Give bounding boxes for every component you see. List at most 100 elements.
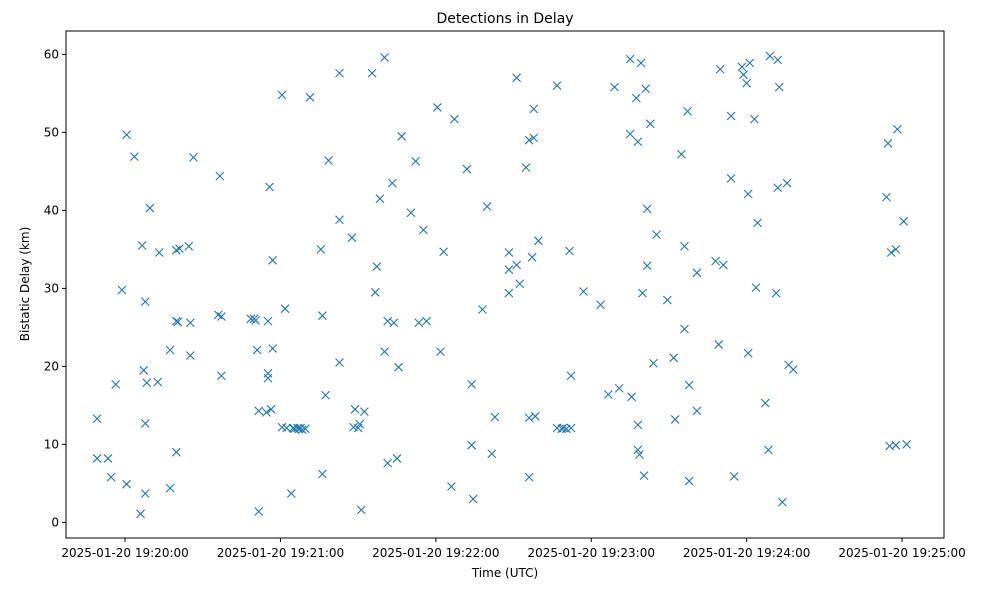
data-point-77 <box>370 287 380 297</box>
data-point-113 <box>521 163 531 172</box>
data-point-104 <box>482 202 492 211</box>
data-point-88 <box>397 131 407 141</box>
data-point-94 <box>433 103 442 112</box>
data-point-91 <box>414 318 424 328</box>
data-point-171 <box>739 70 748 80</box>
data-point-32 <box>217 312 226 321</box>
data-point-87 <box>394 362 403 372</box>
data-point-135 <box>625 54 635 64</box>
data-point-147 <box>642 204 652 214</box>
data-point-43 <box>263 373 273 383</box>
x-tick-label: 2025-01-20 19:22:00 <box>372 546 499 560</box>
data-point-179 <box>760 398 770 408</box>
data-point-163 <box>711 256 720 266</box>
data-point-89 <box>406 208 416 218</box>
x-tick-label: 2025-01-20 19:21:00 <box>217 546 344 560</box>
data-point-117 <box>527 252 537 262</box>
data-point-131 <box>596 300 605 310</box>
data-point-160 <box>684 476 694 486</box>
data-point-168 <box>726 174 736 183</box>
data-point-182 <box>771 288 781 298</box>
y-tick-label: 10 <box>44 437 59 451</box>
data-point-148 <box>642 261 652 271</box>
data-point-18 <box>154 248 164 257</box>
data-point-29 <box>189 152 198 162</box>
data-point-116 <box>524 472 534 482</box>
data-point-149 <box>645 119 655 129</box>
y-tick-label: 50 <box>44 125 59 139</box>
data-point-154 <box>670 415 680 424</box>
data-point-99 <box>462 164 472 174</box>
data-point-102 <box>468 494 478 504</box>
data-point-142 <box>635 450 644 459</box>
data-point-52 <box>286 489 296 498</box>
data-point-136 <box>625 129 635 139</box>
data-point-84 <box>387 178 397 188</box>
plot-area <box>65 30 945 539</box>
data-point-13 <box>140 418 150 428</box>
data-point-122 <box>552 81 562 90</box>
y-tick-label: 0 <box>51 515 59 529</box>
data-point-85 <box>389 318 399 328</box>
data-point-92 <box>419 225 428 235</box>
data-point-5 <box>117 285 127 295</box>
x-axis-label: Time (UTC) <box>471 566 538 580</box>
data-point-51 <box>282 423 292 433</box>
data-point-41 <box>263 316 273 326</box>
data-point-112 <box>515 279 525 289</box>
data-point-137 <box>627 392 637 402</box>
data-point-118 <box>529 104 539 114</box>
data-point-37 <box>252 345 262 355</box>
data-point-172 <box>742 78 752 88</box>
data-point-150 <box>649 358 658 368</box>
data-point-66 <box>335 68 344 78</box>
x-tick-label: 2025-01-20 19:25:00 <box>838 546 965 560</box>
x-tick-label: 2025-01-20 19:24:00 <box>683 546 810 560</box>
data-point-86 <box>392 454 402 463</box>
data-point-36 <box>251 315 260 325</box>
data-point-6 <box>122 130 131 140</box>
data-point-190 <box>882 192 891 202</box>
data-point-1 <box>92 454 102 463</box>
data-point-65 <box>324 156 334 165</box>
data-point-67 <box>335 215 344 225</box>
data-points <box>92 51 912 519</box>
data-point-191 <box>883 138 893 148</box>
data-point-25 <box>175 244 184 254</box>
data-point-105 <box>487 449 497 459</box>
data-point-194 <box>891 440 901 450</box>
data-point-16 <box>145 203 155 213</box>
data-point-71 <box>350 404 360 414</box>
data-point-114 <box>524 135 534 145</box>
data-point-121 <box>534 236 543 246</box>
data-point-61 <box>316 245 326 254</box>
data-point-169 <box>729 471 739 481</box>
data-point-83 <box>383 458 393 468</box>
data-point-128 <box>566 423 576 433</box>
data-point-19 <box>165 345 175 355</box>
data-point-8 <box>129 152 139 161</box>
data-point-24 <box>173 317 183 327</box>
data-point-75 <box>359 407 369 417</box>
data-point-111 <box>512 260 522 270</box>
data-point-140 <box>633 420 643 430</box>
data-point-20 <box>165 483 175 493</box>
data-point-11 <box>139 365 149 375</box>
y-axis-ticks: 0 10 20 30 40 50 60 <box>44 47 66 529</box>
data-point-178 <box>753 218 762 228</box>
data-point-145 <box>639 471 649 480</box>
data-point-164 <box>714 340 724 349</box>
chart-title: Detections in Delay <box>436 11 573 27</box>
data-point-63 <box>318 469 327 479</box>
data-point-162 <box>692 406 702 416</box>
data-point-38 <box>254 406 264 416</box>
data-point-132 <box>603 390 613 399</box>
data-point-143 <box>636 58 646 68</box>
data-point-170 <box>737 62 747 72</box>
data-point-189 <box>788 365 798 374</box>
data-point-176 <box>750 114 759 124</box>
data-point-62 <box>318 311 327 321</box>
data-point-187 <box>782 178 792 188</box>
data-point-3 <box>106 472 116 482</box>
data-point-60 <box>305 92 315 102</box>
